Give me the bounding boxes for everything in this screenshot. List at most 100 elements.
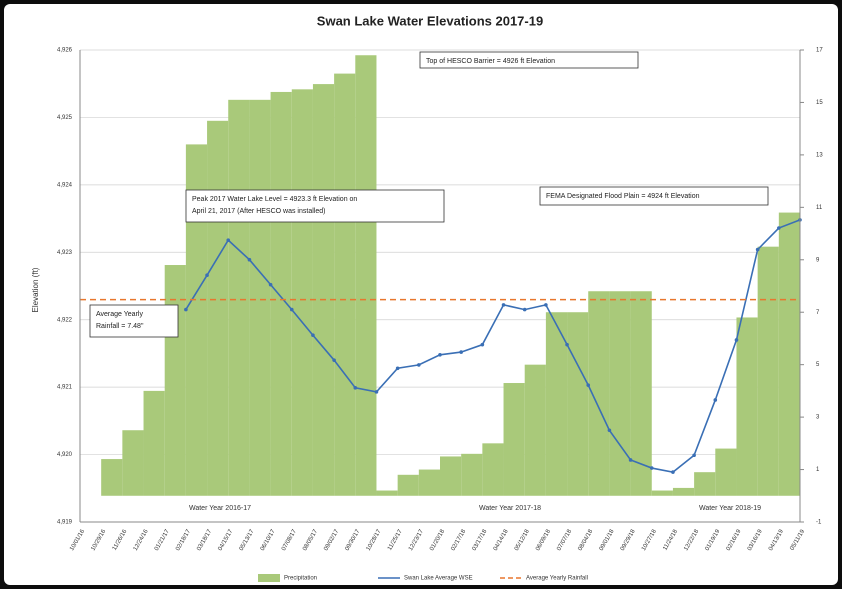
y2-tick-label: 7: [816, 310, 820, 316]
lake-level-point: [417, 363, 421, 367]
annotation-text: Average Yearly: [96, 311, 143, 318]
lake-level-point: [544, 303, 548, 307]
precipitation-bar: [736, 317, 758, 496]
precipitation-bar: [482, 443, 504, 496]
precipitation-bar: [334, 73, 356, 496]
precipitation-bar: [143, 390, 165, 496]
y2-tick-label: 9: [816, 257, 820, 263]
precipitation-bar: [122, 430, 144, 496]
precipitation-bar: [461, 453, 483, 496]
period-label: Water Year 2016-17: [189, 505, 251, 512]
precipitation-bar: [778, 212, 800, 496]
precipitation-bar: [312, 84, 335, 496]
annotation-text: Peak 2017 Water Lake Level = 4923.3 ft E…: [192, 196, 357, 203]
precipitation-bar: [694, 472, 716, 496]
precipitation-bar: [545, 312, 568, 496]
lake-level-point: [649, 466, 654, 470]
lake-level-point: [607, 428, 612, 433]
lake-level-point: [438, 352, 442, 357]
lake-level-point: [289, 307, 294, 312]
precipitation-bar: [207, 120, 229, 496]
lake-level-point: [205, 273, 209, 278]
precipitation-bar: [651, 490, 673, 496]
precipitation-bar: [228, 99, 250, 496]
y-tick-label: 4,921: [57, 385, 73, 391]
lake-level-point: [247, 257, 252, 262]
legend-label: Average Yearly Rainfall: [526, 576, 588, 582]
legend-label: Swan Lake Average WSE: [404, 576, 473, 582]
lake-level-point: [565, 342, 569, 347]
y-tick-label: 4,923: [57, 250, 73, 256]
lake-level-point: [586, 383, 591, 387]
y2-tick-label: 1: [816, 467, 820, 473]
y2-tick-label: 11: [816, 205, 823, 211]
lake-level-point: [480, 342, 485, 347]
precipitation-bar: [355, 55, 377, 496]
lake-level-point: [628, 458, 633, 462]
precipitation-bar: [630, 291, 652, 496]
precipitation-bar: [418, 469, 440, 496]
lake-level-point: [734, 338, 739, 342]
precipitation-bar: [101, 459, 123, 496]
lake-level-point: [374, 390, 379, 394]
lake-level-point: [692, 453, 696, 458]
annotation-box: [89, 304, 179, 338]
chart-title: Swan Lake Water Elevations 2017-19: [317, 13, 543, 28]
annotation-box: [419, 51, 639, 69]
period-label: Water Year 2018-19: [699, 505, 761, 512]
precipitation-bar: [185, 144, 208, 496]
lake-level-point: [226, 238, 231, 242]
annotation-text: April 21, 2017 (After HESCO was installe…: [192, 208, 325, 215]
lake-level-point: [395, 366, 400, 371]
y2-tick-label: 5: [816, 362, 820, 368]
lake-level-point: [522, 307, 527, 312]
precipitation-bar: [757, 246, 779, 496]
precipitation-bar: [249, 99, 271, 496]
y2-tick-label: 13: [816, 152, 823, 158]
legend-swatch: [258, 574, 280, 582]
y2-tick-label: 3: [816, 415, 820, 421]
lake-level-point: [311, 333, 315, 338]
precipitation-bar: [588, 291, 610, 496]
lake-level-point: [755, 247, 760, 252]
precipitation-bar: [270, 91, 292, 496]
legend-label: Precipitation: [284, 576, 317, 582]
y-tick-label: 4,919: [57, 520, 73, 526]
y-axis-label: Elevation (ft): [31, 267, 40, 312]
precipitation-bar: [440, 456, 462, 496]
lake-level-point: [268, 282, 273, 287]
precipitation-bar: [567, 312, 589, 496]
precipitation-bar: [715, 448, 737, 496]
lake-level-point: [777, 226, 781, 230]
period-label: Water Year 2017-18: [479, 505, 541, 512]
precipitation-bar: [672, 487, 695, 496]
precipitation-bar: [609, 291, 631, 496]
lake-level-point: [501, 303, 506, 307]
lake-level-line: [185, 219, 801, 473]
annotation-text: Rainfall = 7.48": [96, 323, 144, 330]
y-tick-label: 4,926: [57, 48, 73, 54]
annotation-box: [185, 189, 445, 223]
lake-level-point: [332, 358, 336, 362]
precipitation-bar: [503, 383, 525, 496]
y2-tick-label: 17: [816, 48, 823, 54]
precipitation-bar: [397, 474, 419, 496]
y-tick-label: 4,920: [57, 452, 73, 458]
y2-tick-label: 15: [816, 100, 823, 106]
annotation-text: FEMA Designated Flood Plain = 4924 ft El…: [546, 193, 700, 200]
lake-level-point: [713, 398, 718, 402]
lake-level-point: [184, 307, 188, 312]
lake-level-point: [353, 386, 358, 390]
chart-background: [4, 4, 838, 585]
y-tick-label: 4,925: [57, 115, 73, 121]
y-tick-label: 4,924: [57, 182, 73, 188]
precipitation-bar: [524, 364, 546, 496]
y-tick-label: 4,922: [57, 317, 73, 323]
lake-level-point: [459, 350, 463, 354]
precipitation-bar: [291, 89, 313, 496]
precipitation-bar: [376, 490, 398, 496]
annotation-box: [539, 186, 769, 206]
lake-level-point: [671, 470, 675, 474]
y2-tick-label: -1: [816, 520, 822, 526]
